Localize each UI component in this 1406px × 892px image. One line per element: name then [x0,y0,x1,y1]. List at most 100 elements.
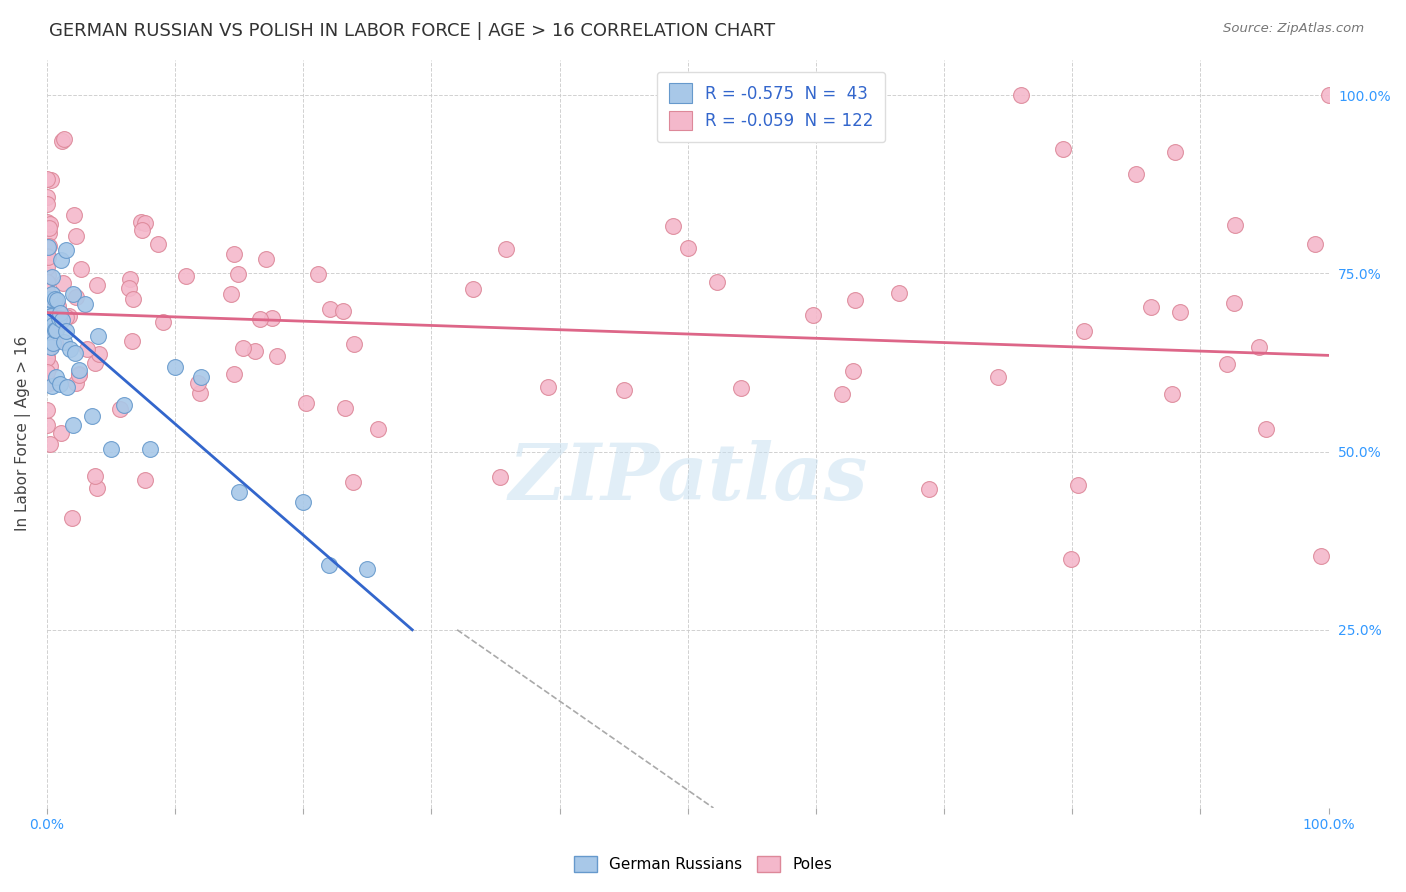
Point [110,402,132,417]
Point [129,215,152,229]
Point [38,437,60,451]
Point [46,293,69,307]
Point [333,401,356,416]
Point [342,475,364,489]
Point [44,293,66,307]
Point [224,247,246,261]
Point [112,398,135,412]
Point [38,307,60,321]
Point [41,286,63,301]
Point [146,237,169,252]
Point [56,380,79,394]
Point [45,370,67,384]
Point [35,248,58,262]
Point [84,356,107,370]
Point [35,285,58,299]
Point [254,252,277,266]
Point [60,511,83,525]
Point [67,362,90,376]
Point [842,364,865,378]
Point [1247,340,1270,354]
Point [62,417,84,432]
Point [118,281,141,295]
Point [489,469,512,483]
Point [1317,88,1340,103]
Point [49,425,72,440]
Point [1254,422,1277,436]
Point [100,442,122,457]
Point [39,319,62,334]
Point [39,309,62,323]
Point [318,558,340,572]
Point [38,220,60,235]
Point [38,217,60,231]
Point [53,131,76,145]
Point [1225,218,1247,232]
Point [190,370,212,384]
Point [319,301,342,316]
Point [1010,88,1032,103]
Point [35,214,58,228]
Point [174,269,197,284]
Point [48,310,70,325]
Point [84,469,107,483]
Point [292,495,315,509]
Point [165,359,187,374]
Point [37,325,59,339]
Point [706,276,728,290]
Point [918,482,941,496]
Point [1073,324,1095,338]
Point [122,293,145,307]
Point [38,359,60,374]
Point [38,226,60,240]
Point [1139,300,1161,314]
Point [37,172,59,186]
Point [75,297,97,311]
Legend: R = -0.575  N =  43, R = -0.059  N = 122: R = -0.575 N = 43, R = -0.059 N = 122 [657,71,886,142]
Point [1168,305,1191,319]
Text: Source: ZipAtlas.com: Source: ZipAtlas.com [1223,22,1364,36]
Point [35,275,58,289]
Point [118,272,141,286]
Point [62,208,84,222]
Point [228,485,250,500]
Point [662,219,685,234]
Point [37,301,59,316]
Point [37,418,59,433]
Point [1060,551,1083,566]
Point [39,173,62,187]
Point [44,335,66,350]
Point [63,346,86,360]
Point [844,293,866,307]
Point [35,343,58,357]
Point [39,309,62,323]
Point [1160,386,1182,401]
Point [228,267,250,281]
Text: GERMAN RUSSIAN VS POLISH IN LABOR FORCE | AGE > 16 CORRELATION CHART: GERMAN RUSSIAN VS POLISH IN LABOR FORCE … [49,22,775,40]
Point [35,196,58,211]
Point [35,350,58,364]
Point [38,376,60,390]
Point [46,299,69,313]
Point [49,376,72,391]
Point [332,303,354,318]
Point [67,368,90,382]
Point [188,385,211,400]
Point [62,286,84,301]
Point [52,335,75,350]
Point [87,329,110,343]
Point [39,340,62,354]
Point [55,324,77,338]
Point [38,292,60,306]
Point [37,250,59,264]
Point [58,309,80,323]
Point [138,442,160,456]
Point [35,351,58,366]
Point [887,286,910,301]
Point [38,326,60,340]
Point [249,312,271,326]
Point [45,323,67,337]
Point [41,379,63,393]
Point [35,242,58,256]
Point [86,481,108,495]
